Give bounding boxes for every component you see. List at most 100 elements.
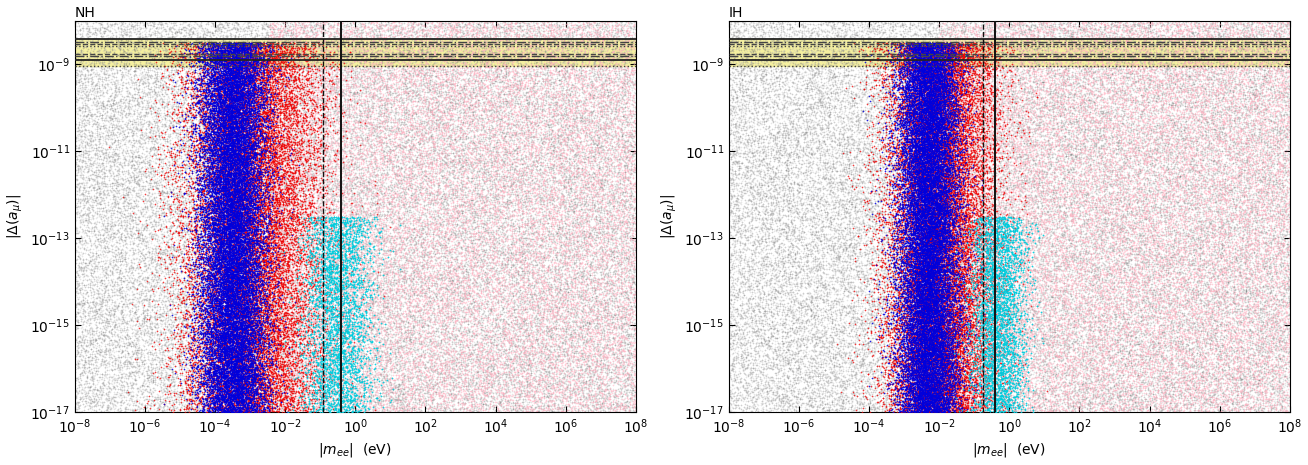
Point: [275, 324, 296, 332]
Point: [777, 311, 798, 318]
Point: [926, 54, 947, 62]
Point: [1253, 163, 1274, 170]
Point: [925, 136, 946, 144]
Point: [194, 53, 215, 60]
Point: [752, 371, 773, 379]
Point: [383, 34, 404, 41]
Point: [349, 66, 370, 73]
Point: [323, 348, 344, 356]
Point: [1257, 143, 1278, 151]
Point: [948, 114, 969, 122]
Point: [922, 272, 943, 279]
Point: [331, 342, 352, 350]
Point: [215, 108, 235, 116]
Point: [980, 312, 1001, 320]
Point: [171, 342, 192, 350]
Point: [279, 151, 300, 159]
Point: [602, 58, 623, 66]
Point: [424, 218, 445, 226]
Point: [920, 333, 940, 340]
Point: [1241, 319, 1262, 326]
Point: [382, 268, 403, 275]
Point: [893, 112, 914, 120]
Point: [354, 163, 375, 171]
Point: [1250, 322, 1271, 329]
Point: [914, 158, 935, 165]
Point: [198, 85, 218, 92]
Point: [905, 379, 926, 387]
Point: [470, 22, 490, 29]
Point: [951, 209, 972, 217]
Point: [766, 291, 787, 298]
Point: [229, 264, 250, 272]
Point: [1053, 287, 1074, 294]
Point: [212, 407, 233, 414]
Point: [938, 356, 959, 364]
Point: [1197, 258, 1218, 266]
Point: [286, 140, 307, 148]
Point: [938, 242, 959, 249]
Point: [1069, 114, 1090, 122]
Point: [481, 180, 502, 188]
Point: [892, 49, 913, 57]
Point: [386, 169, 407, 177]
Point: [913, 314, 934, 322]
Point: [921, 76, 942, 84]
Point: [1105, 133, 1126, 141]
Point: [947, 132, 968, 140]
Point: [356, 118, 377, 125]
Point: [1226, 312, 1247, 319]
Point: [276, 276, 297, 284]
Point: [428, 301, 449, 308]
Point: [119, 155, 140, 162]
Point: [984, 262, 1005, 269]
Point: [934, 282, 955, 289]
Point: [931, 262, 952, 269]
Point: [300, 381, 320, 388]
Point: [913, 262, 934, 270]
Point: [910, 405, 931, 412]
Point: [549, 305, 570, 312]
Point: [218, 210, 239, 217]
Point: [599, 187, 620, 194]
Point: [75, 129, 95, 137]
Point: [460, 400, 481, 408]
Point: [243, 199, 264, 206]
Point: [896, 41, 917, 48]
Point: [395, 50, 416, 57]
Point: [419, 49, 439, 56]
Point: [173, 240, 194, 248]
Point: [1185, 56, 1206, 63]
Point: [933, 157, 954, 165]
Point: [927, 204, 948, 211]
Point: [408, 226, 429, 233]
Point: [1232, 77, 1253, 85]
Point: [243, 166, 264, 173]
Point: [1227, 252, 1248, 260]
Point: [377, 371, 398, 379]
Point: [213, 253, 234, 261]
Point: [922, 173, 943, 181]
Point: [748, 316, 769, 324]
Point: [1037, 272, 1058, 279]
Point: [285, 365, 306, 373]
Point: [1193, 226, 1214, 233]
Point: [340, 262, 361, 269]
Point: [306, 255, 327, 262]
Point: [583, 259, 604, 266]
Point: [912, 374, 933, 381]
Point: [1093, 377, 1114, 384]
Point: [1177, 123, 1198, 130]
Point: [260, 129, 281, 136]
Point: [213, 114, 234, 122]
Point: [1080, 24, 1101, 32]
Point: [510, 276, 531, 284]
Point: [392, 156, 413, 164]
Point: [514, 224, 535, 231]
Point: [595, 108, 616, 116]
Point: [216, 365, 237, 373]
Point: [258, 313, 279, 321]
Point: [852, 86, 872, 94]
Point: [989, 265, 1010, 272]
Point: [753, 114, 774, 122]
